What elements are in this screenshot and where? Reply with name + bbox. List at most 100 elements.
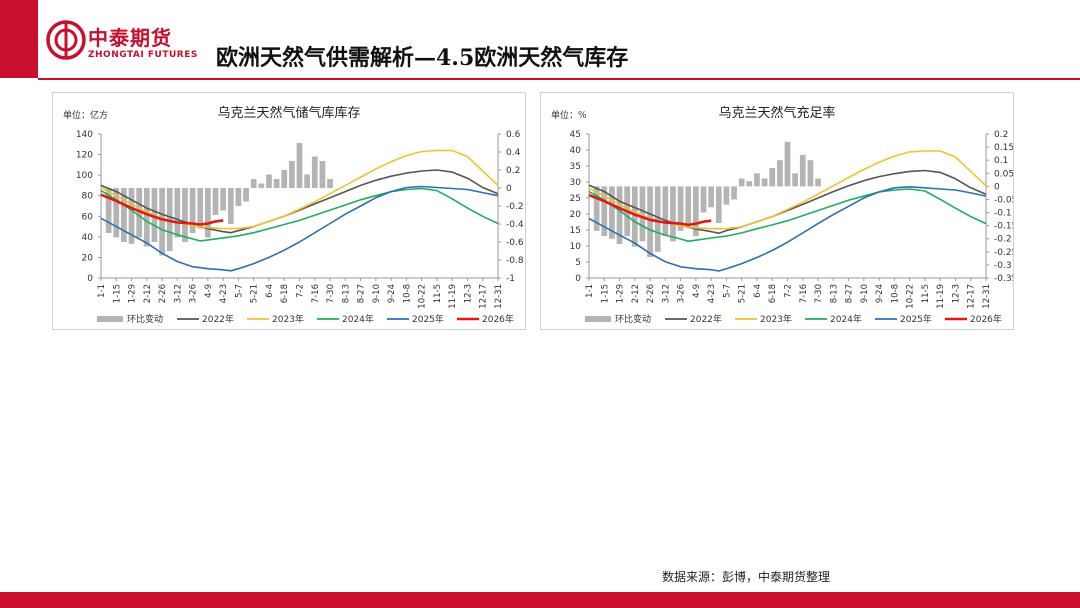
x-tick-label: 10-8 bbox=[890, 284, 900, 303]
series-line-2026年 bbox=[100, 193, 224, 226]
left-tick-label: 45 bbox=[570, 130, 581, 140]
x-tick-label: 6-4 bbox=[753, 284, 763, 298]
right-tick-label: -0.6 bbox=[506, 238, 524, 248]
left-tick-label: 140 bbox=[76, 130, 93, 140]
mom-change-bar bbox=[670, 186, 676, 242]
logo-english-name: ZHONGTAI FUTURES bbox=[88, 50, 198, 60]
legend-label: 2025年 bbox=[412, 313, 444, 325]
left-tick-label: 60 bbox=[82, 212, 94, 222]
chart-storage-volume: 乌克兰天然气储气库库存 单位：亿方 0 20 40 60 80 100 120 140 -1 -0.8… bbox=[63, 105, 524, 325]
right-tick-label: -0.2 bbox=[994, 235, 1012, 245]
legend-label: 2025年 bbox=[900, 313, 932, 325]
mom-change-bar bbox=[769, 168, 776, 187]
x-tick-label: 5-7 bbox=[234, 284, 244, 298]
mom-change-bar bbox=[182, 188, 188, 242]
x-tick-label: 12-31 bbox=[494, 284, 504, 309]
series-line-2024年 bbox=[588, 188, 987, 242]
mom-change-bar bbox=[327, 179, 333, 188]
legend-label: 2023年 bbox=[760, 313, 792, 325]
series-line-2026年 bbox=[588, 193, 712, 227]
mom-change-bar bbox=[220, 188, 227, 211]
x-tick-label: 8-13 bbox=[341, 284, 351, 303]
legend-label: 环比变动 bbox=[127, 313, 163, 325]
x-tick-label: 12-3 bbox=[951, 284, 961, 303]
right-tick-label: 0.6 bbox=[506, 130, 521, 140]
left-tick-label: 0 bbox=[87, 274, 93, 284]
legend-label: 2024年 bbox=[342, 313, 374, 325]
legend-label: 环比变动 bbox=[615, 313, 651, 325]
mom-change-bar bbox=[143, 188, 150, 247]
x-tick-label: 10-8 bbox=[402, 284, 412, 303]
mom-change-bar bbox=[708, 186, 715, 208]
footer-accent-bar bbox=[0, 592, 1080, 608]
x-tick-label: 7-16 bbox=[799, 284, 809, 303]
mom-change-bar bbox=[754, 173, 760, 187]
x-tick-label: 12-3 bbox=[463, 284, 473, 303]
mom-change-bar bbox=[174, 188, 181, 238]
x-tick-label: 10-22 bbox=[418, 284, 428, 309]
x-tick-label: 5-7 bbox=[722, 284, 732, 298]
legend-label: 2024年 bbox=[830, 313, 862, 325]
x-tick-label: 4-23 bbox=[707, 284, 717, 303]
left-tick-label: 35 bbox=[570, 162, 581, 172]
x-tick-label: 9-24 bbox=[875, 284, 885, 303]
x-tick-label: 7-16 bbox=[311, 284, 321, 303]
mom-change-bar bbox=[807, 160, 814, 187]
x-tick-label: 1-1 bbox=[97, 284, 107, 298]
right-tick-label: -0.8 bbox=[506, 256, 524, 266]
mom-change-bar bbox=[738, 178, 745, 187]
mom-change-bar bbox=[105, 188, 112, 233]
mom-change-bar bbox=[113, 188, 120, 238]
header-divider bbox=[38, 78, 1080, 80]
brand-accent-bar bbox=[0, 0, 38, 78]
right-tick-label: 0.4 bbox=[506, 148, 521, 158]
chart-fill-rate: 乌克兰天然气充足率 单位：% 0 5 10 15 20 25 30 35 40 45 -0.35 -0.3… bbox=[551, 105, 1013, 325]
series-line-2025年 bbox=[100, 185, 499, 272]
x-tick-label: 5-21 bbox=[250, 284, 260, 303]
left-tick-label: 40 bbox=[570, 146, 582, 156]
series-line-2025年 bbox=[588, 186, 987, 272]
mom-change-bar bbox=[212, 188, 219, 215]
left-tick-label: 25 bbox=[570, 194, 581, 204]
mom-change-bar bbox=[159, 188, 165, 256]
mom-change-bar bbox=[235, 188, 242, 206]
x-tick-label: 1-29 bbox=[616, 284, 626, 303]
x-tick-label: 6-18 bbox=[280, 284, 290, 303]
mom-change-bar bbox=[304, 174, 310, 188]
mom-change-bar bbox=[662, 186, 669, 237]
x-tick-label: 6-4 bbox=[265, 284, 275, 298]
mom-change-bar bbox=[731, 186, 737, 200]
x-tick-label: 5-21 bbox=[738, 284, 748, 303]
chart-title: 乌克兰天然气充足率 bbox=[718, 105, 835, 121]
right-tick-label: -0.1 bbox=[994, 209, 1012, 219]
x-tick-label: 11-19 bbox=[448, 284, 458, 309]
legend-label: 2026年 bbox=[970, 313, 1002, 325]
unit-label: 单位：亿方 bbox=[63, 109, 108, 121]
right-tick-label: -0.05 bbox=[994, 195, 1013, 205]
mom-change-bar bbox=[792, 173, 798, 187]
left-tick-label: 100 bbox=[76, 171, 93, 181]
x-tick-label: 12-31 bbox=[982, 284, 992, 309]
mom-change-bar bbox=[593, 186, 600, 231]
x-tick-label: 2-26 bbox=[646, 284, 656, 303]
x-tick-label: 12-17 bbox=[479, 284, 489, 309]
logo-chinese-name: 中泰期货 bbox=[88, 26, 172, 50]
mom-change-bar bbox=[296, 143, 303, 188]
left-tick-label: 20 bbox=[82, 253, 94, 263]
legend-label: 2026年 bbox=[482, 313, 514, 325]
data-source-note: 数据来源：彭博，中泰期货整理 bbox=[662, 570, 831, 584]
mom-change-bar bbox=[616, 186, 623, 244]
right-tick-label: 0.2 bbox=[506, 166, 520, 176]
right-tick-label: -0.15 bbox=[994, 222, 1013, 232]
right-tick-label: -0.3 bbox=[994, 261, 1012, 271]
mom-change-bar bbox=[815, 178, 821, 187]
x-tick-label: 7-2 bbox=[296, 284, 306, 298]
mom-change-bar bbox=[609, 186, 615, 239]
mom-change-bar bbox=[723, 186, 730, 205]
left-tick-label: 120 bbox=[76, 151, 93, 161]
mom-change-bar bbox=[289, 161, 295, 188]
left-tick-label: 0 bbox=[575, 274, 581, 284]
mom-change-bar bbox=[243, 188, 249, 202]
mom-change-bar bbox=[281, 170, 288, 188]
x-tick-label: 3-12 bbox=[173, 284, 183, 303]
